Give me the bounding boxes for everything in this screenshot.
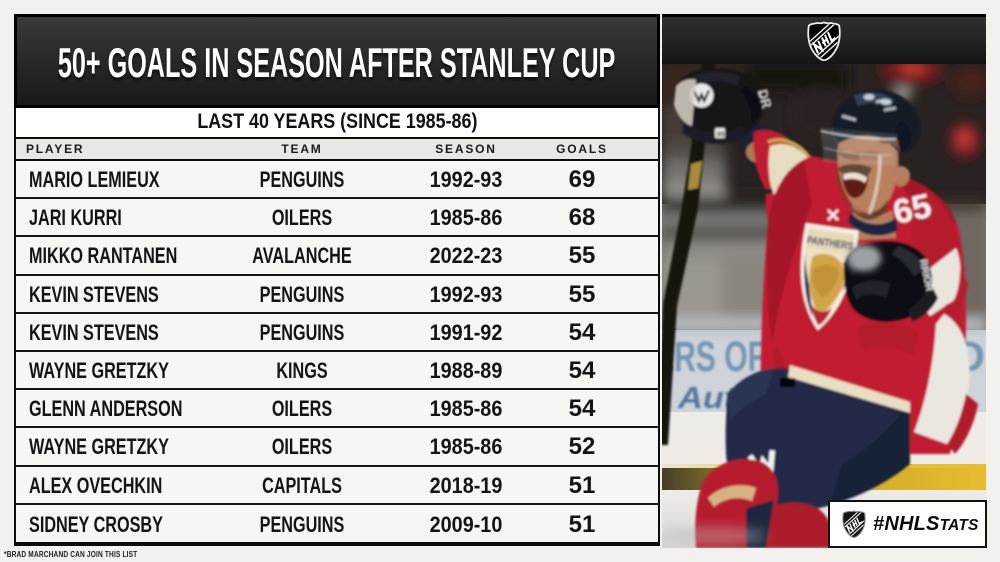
svg-text:DR: DR: [755, 88, 775, 111]
svg-text:ERS OF: ERS OF: [662, 333, 766, 381]
svg-text:65: 65: [717, 132, 725, 139]
svg-text:65: 65: [890, 187, 935, 232]
